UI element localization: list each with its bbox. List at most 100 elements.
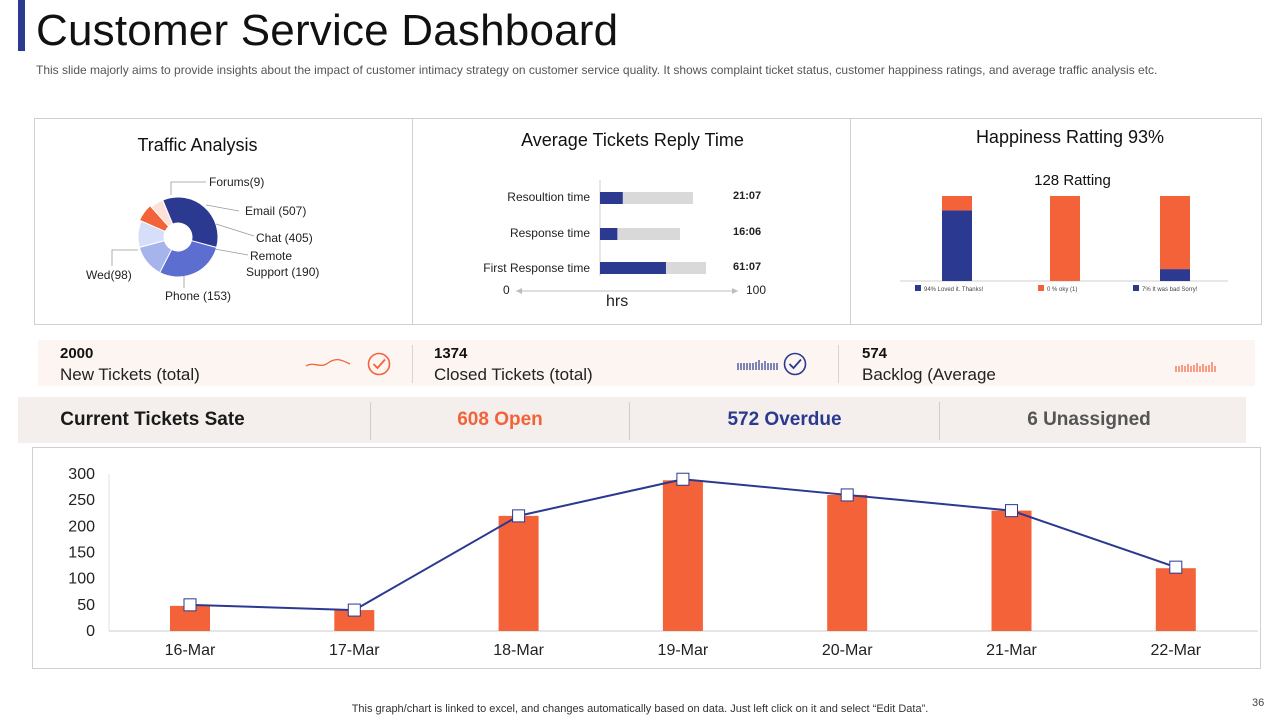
- combo-x-tick: 22-Mar: [1150, 642, 1201, 659]
- combo-x-tick: 20-Mar: [822, 642, 873, 659]
- happiness-legend-label: 0 % oky (1): [1047, 287, 1077, 293]
- state-divider: [629, 402, 630, 440]
- happiness-bar-orange: [942, 196, 972, 211]
- combo-bar: [498, 515, 539, 631]
- reply-bar: [600, 262, 666, 274]
- combo-y-tick: 150: [68, 545, 95, 562]
- reply-row-value: 16:06: [733, 226, 762, 238]
- happiness-bar-orange: [1050, 196, 1080, 281]
- pie-leader-line: [205, 204, 240, 212]
- unassigned-tickets: 6 Unassigned: [1027, 409, 1151, 430]
- kpi-new-tickets-value: 2000: [60, 345, 94, 362]
- kpi-closed-tickets-label: Closed Tickets (total): [434, 365, 593, 384]
- pie-label-web: Wed(98): [86, 268, 132, 282]
- combo-x-tick: 21-Mar: [986, 642, 1037, 659]
- combo-y-tick: 200: [68, 518, 95, 535]
- kpi-backlog-label: Backlog (Average: [862, 365, 996, 384]
- reply-time-title: Average Tickets Reply Time: [521, 130, 744, 150]
- happiness-chart: 94% Loved it. Thanks! 0 % oky (1) 7% It wa…: [900, 196, 1228, 293]
- happiness-legend-swatch: [915, 285, 921, 291]
- page-subtitle: This slide majorly aims to provide insig…: [36, 63, 1158, 77]
- footer-note: This graph/chart is linked to excel, and…: [351, 703, 929, 715]
- combo-x-tick: 17-Mar: [329, 642, 380, 659]
- pie-label-email: Email (507): [245, 204, 307, 218]
- reply-row-label: First Response time: [483, 261, 590, 275]
- pie-label-remote-support: Support (190): [246, 265, 320, 279]
- pie-label-phone: Phone (153): [165, 289, 232, 303]
- wave-icon: [305, 358, 351, 367]
- reply-row-label: Resoultion time: [507, 190, 590, 204]
- tickets-trend-chart: 300 250 200 150 100 50 0 16-Mar 17-Mar 18-Mar 19-M…: [68, 466, 1258, 659]
- pie-leader-line: [170, 181, 206, 195]
- pie-label-remote: Remote: [250, 249, 293, 263]
- overdue-tickets: 572 Overdue: [727, 409, 842, 430]
- combo-y-tick: 100: [68, 571, 95, 588]
- combo-y-tick: 0: [86, 623, 95, 640]
- reply-x-axis-arrow: [732, 288, 738, 294]
- combo-y-tick: 50: [77, 597, 95, 614]
- tickets-trend-panel: [32, 447, 1261, 669]
- reply-bar-track: [600, 228, 680, 240]
- pie-slice: [138, 204, 170, 233]
- page-number: 36: [1252, 697, 1265, 709]
- happiness-subtitle: 128 Ratting: [1034, 172, 1111, 189]
- reply-bar-track: [600, 192, 693, 204]
- kpi-closed-tickets-value: 1374: [434, 345, 468, 362]
- traffic-pie-chart: [111, 181, 255, 288]
- check-circle-icon: [367, 352, 391, 376]
- top-panel: [34, 118, 1262, 325]
- pie-slice: [162, 196, 219, 249]
- combo-bar: [991, 510, 1032, 631]
- happiness-title: Happiness Ratting 93%: [975, 127, 1165, 147]
- page-title: Customer Service Dashboard: [36, 6, 619, 55]
- pie-leader-line: [214, 248, 249, 256]
- pie-slice: [159, 240, 218, 278]
- check-circle-icon: [783, 352, 807, 376]
- combo-line-marker: [183, 598, 197, 612]
- combo-x-tick: 18-Mar: [493, 642, 544, 659]
- kpi-divider: [412, 345, 413, 383]
- panel-divider: [412, 118, 413, 325]
- reply-bar: [600, 192, 623, 204]
- pie-label-chat: Chat (405): [256, 231, 313, 245]
- happiness-bar-blue: [1160, 269, 1190, 281]
- open-tickets: 608 Open: [457, 409, 543, 430]
- combo-y-tick: 250: [68, 492, 95, 509]
- combo-line-marker: [347, 603, 361, 617]
- ticket-state-strip: [18, 397, 1246, 443]
- happiness-legend-swatch: [1038, 285, 1044, 291]
- panel-divider: [850, 118, 851, 325]
- reply-row-label: Response time: [509, 226, 590, 240]
- kpi-divider: [838, 345, 839, 383]
- kpi-strip: [38, 340, 1255, 386]
- combo-line-marker: [512, 509, 526, 523]
- signal-bars-icon: [1175, 362, 1216, 372]
- happiness-legend-swatch: [1133, 285, 1139, 291]
- pie-leader-line: [111, 249, 138, 266]
- reply-x-axis-arrow: [516, 288, 522, 294]
- reply-row-value: 61:07: [733, 261, 762, 273]
- happiness-bar-blue: [942, 210, 972, 281]
- signal-bars-icon: [737, 360, 778, 370]
- traffic-analysis-title: Traffic Analysis: [137, 135, 258, 155]
- reply-axis-min: 0: [503, 283, 510, 297]
- reply-time-chart: [516, 180, 738, 294]
- reply-bar: [600, 228, 618, 240]
- kpi-new-tickets-label: New Tickets (total): [60, 365, 200, 384]
- happiness-legend-label: 94% Loved it. Thanks!: [924, 287, 984, 293]
- happiness-bar-orange: [1160, 196, 1190, 270]
- combo-line-marker: [840, 488, 854, 502]
- reply-axis-max: 100: [746, 283, 767, 297]
- combo-y-tick: 300: [68, 466, 95, 483]
- combo-x-tick: 19-Mar: [658, 642, 709, 659]
- state-divider: [370, 402, 371, 440]
- combo-line-marker: [1169, 560, 1183, 574]
- reply-axis-unit: hrs: [606, 293, 629, 310]
- happiness-legend-label: 7% It was bad Sorry!: [1142, 287, 1198, 293]
- reply-row-value: 21:07: [733, 190, 762, 202]
- combo-x-tick: 16-Mar: [165, 642, 216, 659]
- ticket-state-title: Current Tickets Sate: [60, 409, 245, 430]
- combo-line-marker: [676, 472, 690, 486]
- combo-bar: [827, 494, 868, 631]
- combo-bar: [1155, 568, 1196, 631]
